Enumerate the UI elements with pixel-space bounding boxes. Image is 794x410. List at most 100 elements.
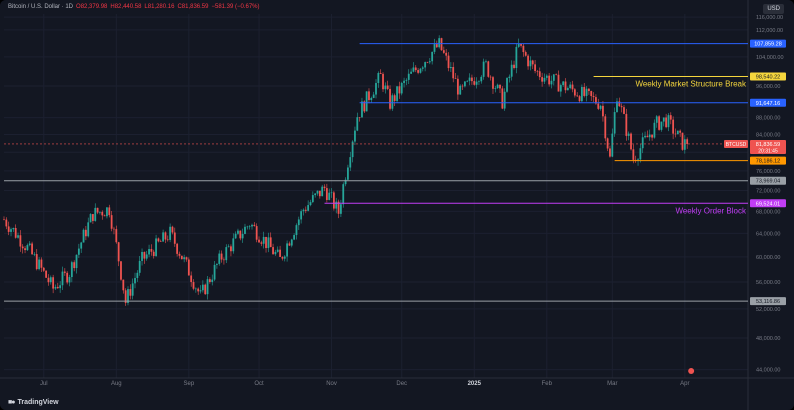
- candle-body[interactable]: [363, 101, 366, 112]
- candle-body[interactable]: [52, 277, 55, 289]
- candle-body[interactable]: [19, 235, 22, 247]
- candle-body[interactable]: [620, 106, 623, 108]
- candle-body[interactable]: [527, 55, 529, 67]
- candle-body[interactable]: [506, 78, 508, 92]
- candle-body[interactable]: [419, 68, 422, 73]
- candle-body[interactable]: [283, 256, 286, 259]
- candle-body[interactable]: [232, 238, 235, 252]
- candle-body[interactable]: [414, 67, 417, 71]
- candle-body[interactable]: [456, 78, 459, 95]
- candle-body[interactable]: [141, 251, 143, 261]
- candle-body[interactable]: [548, 75, 551, 85]
- candle-body[interactable]: [370, 97, 373, 101]
- candle-body[interactable]: [28, 243, 31, 246]
- candle-body[interactable]: [171, 226, 174, 233]
- candle-body[interactable]: [459, 85, 462, 95]
- candle-body[interactable]: [143, 251, 146, 259]
- candle-body[interactable]: [180, 255, 183, 260]
- candle-body[interactable]: [524, 52, 527, 56]
- candle-body[interactable]: [201, 284, 204, 291]
- candle-body[interactable]: [75, 254, 78, 269]
- candle-body[interactable]: [206, 279, 209, 295]
- candle-body[interactable]: [655, 116, 658, 123]
- candle-body[interactable]: [496, 84, 499, 89]
- candle-body[interactable]: [297, 219, 300, 226]
- candle-body[interactable]: [47, 277, 50, 283]
- candle-body[interactable]: [452, 66, 455, 79]
- candle-body[interactable]: [433, 44, 436, 52]
- candle-body[interactable]: [522, 45, 525, 53]
- candle-body[interactable]: [386, 85, 389, 89]
- candle-body[interactable]: [337, 201, 340, 214]
- candle-body[interactable]: [241, 233, 244, 239]
- candle-body[interactable]: [592, 96, 595, 98]
- candle-body[interactable]: [92, 214, 94, 221]
- candle-body[interactable]: [400, 82, 403, 94]
- candle-body[interactable]: [122, 279, 125, 291]
- candle-body[interactable]: [159, 241, 162, 242]
- candle-body[interactable]: [99, 211, 101, 213]
- candle-body[interactable]: [54, 286, 57, 289]
- candle-body[interactable]: [295, 225, 298, 236]
- candle-body[interactable]: [569, 84, 572, 89]
- candle-body[interactable]: [190, 275, 193, 283]
- candle-body[interactable]: [679, 130, 682, 133]
- candle-body[interactable]: [669, 115, 672, 120]
- candle-body[interactable]: [606, 138, 609, 149]
- candle-body[interactable]: [260, 242, 263, 244]
- candle-body[interactable]: [84, 229, 87, 237]
- candle-body[interactable]: [304, 209, 307, 211]
- candle-body[interactable]: [150, 249, 153, 252]
- candle-body[interactable]: [103, 215, 106, 217]
- candle-body[interactable]: [70, 262, 73, 278]
- candle-body[interactable]: [641, 137, 644, 149]
- candle-body[interactable]: [136, 272, 139, 279]
- candle-body[interactable]: [503, 91, 506, 109]
- candle-body[interactable]: [276, 249, 279, 252]
- candle-body[interactable]: [447, 55, 450, 69]
- candle-body[interactable]: [541, 77, 544, 82]
- candle-body[interactable]: [515, 46, 518, 68]
- candle-body[interactable]: [56, 286, 59, 289]
- candle-body[interactable]: [588, 88, 590, 92]
- candle-body[interactable]: [389, 88, 391, 109]
- candle-body[interactable]: [63, 271, 66, 273]
- candle-body[interactable]: [445, 52, 448, 56]
- candle-body[interactable]: [178, 253, 181, 256]
- candle-body[interactable]: [405, 79, 408, 81]
- candle-body[interactable]: [124, 290, 127, 303]
- candle-body[interactable]: [550, 80, 553, 85]
- candle-body[interactable]: [485, 61, 487, 62]
- candle-body[interactable]: [106, 207, 108, 217]
- candle-body[interactable]: [131, 283, 134, 296]
- candle-body[interactable]: [148, 249, 150, 255]
- candle-body[interactable]: [17, 235, 19, 238]
- candle-body[interactable]: [45, 270, 48, 278]
- candle-body[interactable]: [169, 226, 172, 240]
- candle-body[interactable]: [529, 60, 532, 67]
- candle-body[interactable]: [651, 134, 653, 138]
- candle-body[interactable]: [382, 73, 384, 90]
- candle-body[interactable]: [309, 202, 312, 206]
- candle-body[interactable]: [344, 179, 347, 185]
- candle-body[interactable]: [609, 148, 611, 157]
- candle-body[interactable]: [639, 148, 642, 160]
- candle-body[interactable]: [398, 86, 401, 94]
- candle-body[interactable]: [410, 71, 412, 74]
- candle-body[interactable]: [274, 251, 277, 255]
- candle-body[interactable]: [204, 284, 207, 295]
- candle-body[interactable]: [14, 227, 17, 238]
- candle-body[interactable]: [627, 133, 630, 136]
- candle-body[interactable]: [24, 248, 26, 251]
- candle-body[interactable]: [318, 190, 321, 197]
- candle-body[interactable]: [251, 224, 253, 227]
- candle-body[interactable]: [35, 254, 38, 270]
- candle-body[interactable]: [513, 64, 515, 68]
- candle-body[interactable]: [393, 95, 396, 101]
- candle-body[interactable]: [340, 204, 342, 214]
- candle-body[interactable]: [152, 251, 155, 257]
- candle-body[interactable]: [187, 259, 190, 276]
- candle-body[interactable]: [246, 226, 249, 228]
- candle-body[interactable]: [223, 259, 225, 261]
